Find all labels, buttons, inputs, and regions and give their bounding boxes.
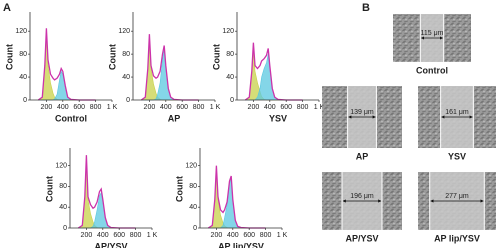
image-label: YSV xyxy=(448,151,466,161)
x-tick-label: 800 xyxy=(193,104,205,111)
gap-width-label: 196 μm xyxy=(350,193,374,200)
wound-image: 115 μm xyxy=(393,14,471,62)
image-label: Control xyxy=(416,65,448,75)
gap-width-label: 139 μm xyxy=(350,109,374,116)
x-tick-label: 400 xyxy=(97,232,109,239)
x-tick-label: 200 xyxy=(41,104,53,111)
y-axis-label: Count xyxy=(4,44,14,70)
x-tick-label: 1 K xyxy=(210,104,221,111)
x-tick-label: 800 xyxy=(260,232,272,239)
line xyxy=(140,34,199,101)
y-axis-label: Count xyxy=(211,44,221,70)
y-tick-label: 0 xyxy=(63,225,67,232)
panel-label: B xyxy=(362,2,370,14)
x-tick-label: 200 xyxy=(81,232,93,239)
y-axis-label: Count xyxy=(174,176,184,202)
wound-image: 161 μm xyxy=(418,86,496,148)
x-tick-label: 1 K xyxy=(314,104,325,111)
x-tick-label: 200 xyxy=(144,104,156,111)
chart-title: AP xyxy=(168,113,181,123)
y-tick-label: 120 xyxy=(55,162,67,169)
wound-image: 196 μm xyxy=(322,172,402,230)
x-tick-label: 400 xyxy=(57,104,69,111)
image-label: AP/YSV xyxy=(345,233,378,243)
x-tick-label: 600 xyxy=(73,104,85,111)
y-tick-label: 40 xyxy=(19,74,27,81)
y-tick-label: 120 xyxy=(185,162,197,169)
x-tick-label: 400 xyxy=(160,104,172,111)
x-tick-label: 800 xyxy=(297,104,309,111)
x-tick-label: 1 K xyxy=(147,232,158,239)
line xyxy=(77,155,136,229)
y-tick-label: 120 xyxy=(15,28,27,35)
y-tick-label: 80 xyxy=(19,51,27,58)
image-label: AP xyxy=(356,151,369,161)
y-tick-label: 40 xyxy=(122,74,130,81)
y-axis-label: Count xyxy=(107,44,117,70)
wound-image: 139 μm xyxy=(322,86,402,148)
line xyxy=(207,165,266,229)
image-label: AP lip/YSV xyxy=(434,233,480,243)
y-tick-label: 80 xyxy=(122,51,130,58)
x-tick-label: 1 K xyxy=(277,232,288,239)
y-tick-label: 80 xyxy=(189,183,197,190)
x-tick-label: 1 K xyxy=(107,104,118,111)
x-tick-label: 400 xyxy=(264,104,276,111)
y-tick-label: 0 xyxy=(193,225,197,232)
y-axis-label: Count xyxy=(44,176,54,202)
x-tick-label: 600 xyxy=(280,104,292,111)
y-tick-label: 0 xyxy=(23,97,27,104)
gap-width-label: 161 μm xyxy=(445,109,469,116)
y-tick-label: 40 xyxy=(59,204,67,211)
y-tick-label: 40 xyxy=(189,204,197,211)
x-tick-label: 600 xyxy=(176,104,188,111)
x-tick-label: 600 xyxy=(113,232,125,239)
x-tick-label: 400 xyxy=(227,232,239,239)
line xyxy=(37,28,96,101)
y-tick-label: 120 xyxy=(222,28,234,35)
x-tick-label: 200 xyxy=(248,104,260,111)
y-tick-label: 0 xyxy=(230,97,234,104)
x-tick-label: 800 xyxy=(130,232,142,239)
x-tick-label: 200 xyxy=(211,232,223,239)
x-tick-label: 600 xyxy=(243,232,255,239)
chart-title: YSV xyxy=(269,113,287,123)
wound-image: 277 μm xyxy=(418,172,496,230)
chart-title: Control xyxy=(55,113,87,123)
y-tick-label: 80 xyxy=(59,183,67,190)
y-tick-label: 80 xyxy=(226,51,234,58)
line xyxy=(244,42,303,101)
y-tick-label: 120 xyxy=(118,28,130,35)
x-tick-label: 800 xyxy=(90,104,102,111)
panel-label: A xyxy=(3,2,11,14)
gap-width-label: 115 μm xyxy=(421,30,444,37)
chart-title: AP lip/YSV xyxy=(218,241,264,248)
gap-width-label: 277 μm xyxy=(445,193,469,200)
y-tick-label: 40 xyxy=(226,74,234,81)
y-tick-label: 0 xyxy=(126,97,130,104)
chart-title: AP/YSV xyxy=(94,241,127,248)
